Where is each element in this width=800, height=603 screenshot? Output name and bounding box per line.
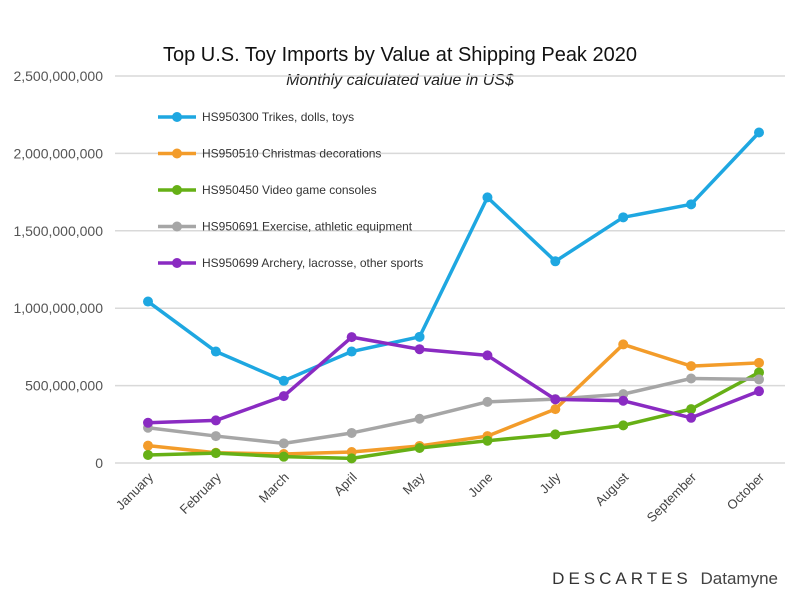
data-point (550, 404, 561, 415)
x-tick-label: September (644, 469, 700, 525)
data-point (143, 449, 153, 460)
x-tick-label: August (592, 469, 631, 508)
legend-marker (172, 258, 182, 268)
x-tick-label: April (331, 469, 360, 498)
data-point (686, 199, 697, 210)
data-point (550, 429, 561, 440)
data-point (346, 346, 357, 357)
data-point (346, 332, 357, 343)
data-point (210, 415, 221, 426)
data-point (618, 395, 629, 406)
data-point (210, 448, 221, 459)
chart-title: Top U.S. Toy Imports by Value at Shippin… (163, 44, 637, 66)
x-tick-label: March (256, 470, 292, 506)
series-line (146, 131, 761, 383)
legend-label: HS950510 Christmas decorations (202, 147, 381, 161)
data-point (414, 331, 425, 342)
x-tick-label: July (536, 469, 563, 496)
data-point (550, 394, 561, 405)
legend-label: HS950300 Trikes, dolls, toys (202, 110, 354, 124)
legend-marker (172, 148, 182, 159)
data-point (754, 357, 764, 368)
data-point (278, 391, 289, 402)
data-point (754, 374, 764, 385)
data-point (482, 350, 493, 361)
data-point (754, 127, 764, 138)
data-point (754, 386, 764, 397)
y-tick-label: 1,500,000,000 (13, 223, 103, 239)
data-point (482, 192, 493, 203)
x-tick-label: May (400, 469, 428, 497)
legend-marker (172, 221, 182, 232)
data-point (346, 427, 357, 438)
data-point (143, 417, 153, 428)
data-point (686, 412, 697, 423)
legend-label: HS950450 Video game consoles (202, 183, 377, 197)
data-point (278, 451, 289, 462)
data-point (482, 435, 493, 446)
data-point (278, 375, 289, 386)
y-tick-label: 1,000,000,000 (13, 300, 103, 316)
logo-product: Datamyne (700, 569, 778, 588)
legend-label: HS950699 Archery, lacrosse, other sports (202, 256, 423, 270)
data-point (210, 346, 221, 357)
data-point (686, 373, 697, 384)
series-line (147, 370, 760, 461)
data-point (414, 442, 425, 453)
legend-marker (172, 185, 182, 195)
data-point (414, 413, 425, 424)
x-tick-label: February (177, 469, 225, 517)
y-tick-label: 2,000,000,000 (13, 145, 103, 161)
x-tick-label: January (113, 469, 157, 513)
data-point (686, 361, 697, 372)
legend-marker (172, 112, 182, 122)
data-point (143, 296, 153, 307)
series-line (147, 335, 760, 425)
data-point (686, 404, 697, 415)
y-tick-label: 500,000,000 (25, 378, 103, 394)
data-point (550, 256, 561, 267)
data-point (618, 212, 629, 223)
data-point (482, 396, 493, 407)
data-point (754, 367, 764, 378)
series-line (147, 376, 760, 446)
data-point (414, 344, 425, 355)
y-tick-label: 2,500,000,000 (13, 68, 103, 84)
x-tick-label: October (724, 469, 768, 513)
y-tick-label: 0 (95, 455, 103, 471)
data-point (346, 453, 357, 464)
data-point (143, 440, 153, 451)
data-point (618, 339, 629, 350)
data-point (618, 420, 629, 431)
data-point (278, 438, 289, 449)
logo-brand: DESCARTES (552, 569, 692, 588)
legend-label: HS950691 Exercise, athletic equipment (202, 220, 413, 234)
descartes-datamyne-logo: DESCARTES Datamyne (552, 569, 778, 589)
x-tick-label: June (465, 470, 496, 501)
data-point (210, 431, 221, 442)
